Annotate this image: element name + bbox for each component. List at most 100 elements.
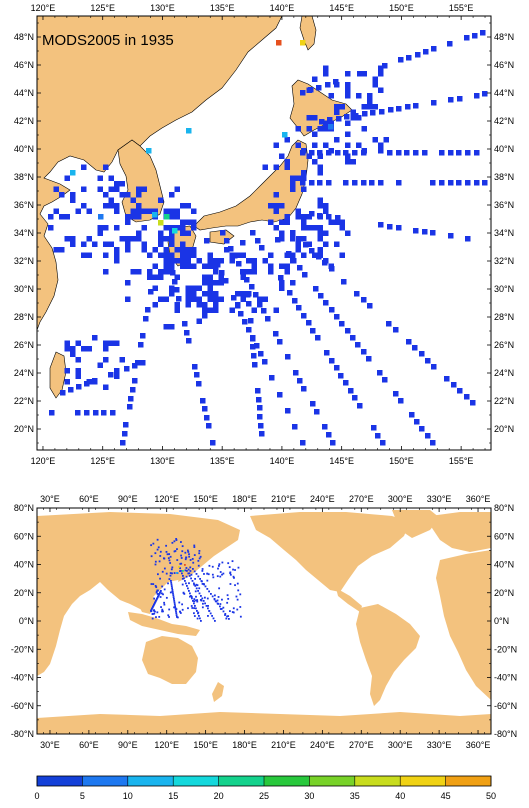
obs-cell xyxy=(242,319,248,325)
obs-cell xyxy=(202,291,208,297)
obs-cell xyxy=(328,120,334,126)
obs-cell xyxy=(323,208,329,214)
obs-cell xyxy=(268,219,274,225)
obs-cell xyxy=(174,274,180,280)
obs-cell xyxy=(155,591,158,594)
obs-cell xyxy=(245,292,251,298)
obs-cell xyxy=(175,539,178,541)
obs-cell xyxy=(295,214,301,220)
obs-cell xyxy=(296,236,302,242)
obs-cell xyxy=(161,570,164,573)
obs-cell xyxy=(328,219,334,225)
top-lat-label-left: 36°N xyxy=(14,200,34,210)
obs-cell xyxy=(239,606,242,608)
obs-cell xyxy=(284,164,290,170)
obs-cell xyxy=(150,610,152,612)
obs-cell xyxy=(295,175,301,181)
obs-cell xyxy=(119,181,125,187)
bottom-lon-label-top: 150°E xyxy=(193,494,218,504)
obs-cell xyxy=(64,379,70,385)
obs-cell xyxy=(114,203,120,209)
obs-cell xyxy=(185,263,191,269)
obs-cell xyxy=(222,610,225,613)
obs-cell xyxy=(396,106,402,112)
obs-cell xyxy=(226,601,229,604)
obs-cell xyxy=(125,214,131,220)
obs-cell xyxy=(136,203,142,209)
bottom-lon-label-bottom: 90°E xyxy=(118,740,138,750)
obs-cell xyxy=(159,555,162,557)
bottom-lat-label-right: -60°N xyxy=(494,701,517,711)
top-lon-label-top: 125°E xyxy=(90,3,115,13)
obs-cell xyxy=(194,590,197,593)
colorbar-label: 30 xyxy=(304,791,314,801)
obs-cell xyxy=(181,577,184,580)
obs-cell xyxy=(301,219,307,225)
obs-cell xyxy=(81,203,87,209)
obs-cell xyxy=(330,440,336,446)
obs-cell xyxy=(279,230,285,236)
bottom-lat-label-right: 40°N xyxy=(494,560,514,570)
obs-cell xyxy=(207,573,210,576)
obs-cell xyxy=(219,571,222,573)
bottom-lon-label-top: 180°E xyxy=(232,494,257,504)
top-lon-label-bottom: 130°E xyxy=(150,456,175,466)
obs-cell xyxy=(188,553,190,556)
obs-cell xyxy=(214,620,216,622)
obs-cell xyxy=(154,584,157,587)
obs-cell xyxy=(325,82,331,88)
obs-cell xyxy=(184,558,187,561)
obs-cell xyxy=(158,593,161,595)
land-taiwan xyxy=(49,351,67,399)
obs-cell xyxy=(64,236,70,242)
obs-cell xyxy=(141,241,147,247)
obs-cell xyxy=(163,269,169,275)
obs-cell xyxy=(86,208,92,214)
obs-cell xyxy=(312,131,318,137)
obs-cell xyxy=(310,328,316,334)
obs-cell xyxy=(158,220,164,226)
obs-cell xyxy=(64,346,70,352)
land-north-america xyxy=(250,512,410,592)
obs-cell xyxy=(125,280,131,286)
obs-cell xyxy=(188,582,190,585)
obs-cell xyxy=(70,351,76,357)
obs-cell xyxy=(202,280,208,286)
obs-cell xyxy=(317,126,323,132)
obs-cell xyxy=(181,608,184,611)
obs-cell xyxy=(207,296,213,302)
obs-cell xyxy=(207,615,209,617)
obs-cell xyxy=(53,186,59,192)
obs-cell xyxy=(464,394,470,400)
obs-cell xyxy=(273,331,279,337)
obs-cell xyxy=(284,137,290,143)
obs-cell xyxy=(163,588,166,591)
top-lat-label-left: 46°N xyxy=(14,60,34,70)
obs-cell xyxy=(108,372,114,378)
obs-cell xyxy=(147,252,153,258)
obs-cell xyxy=(158,274,164,280)
obs-cell xyxy=(169,236,175,242)
obs-cell xyxy=(150,544,153,547)
obs-cell xyxy=(344,114,350,120)
top-lat-label-right: 40°N xyxy=(494,144,514,154)
obs-cell xyxy=(329,358,335,364)
top-lat-label-left: 44°N xyxy=(14,88,34,98)
obs-cell xyxy=(163,557,166,560)
colorbar-label: 50 xyxy=(486,791,496,801)
obs-cell xyxy=(328,93,334,99)
obs-cell xyxy=(300,150,306,156)
obs-cell xyxy=(190,577,192,580)
obs-cell xyxy=(224,614,226,616)
obs-cell xyxy=(193,546,196,548)
obs-cell xyxy=(257,300,263,306)
bottom-lon-label-bottom: 150°E xyxy=(193,740,218,750)
obs-cell xyxy=(262,296,268,302)
obs-cell xyxy=(163,225,169,231)
obs-cell xyxy=(130,269,136,275)
colorbar-segment xyxy=(354,776,401,786)
obs-cell xyxy=(301,225,307,231)
obs-cell xyxy=(262,359,268,365)
obs-cell xyxy=(156,611,159,614)
obs-cell xyxy=(295,126,301,132)
